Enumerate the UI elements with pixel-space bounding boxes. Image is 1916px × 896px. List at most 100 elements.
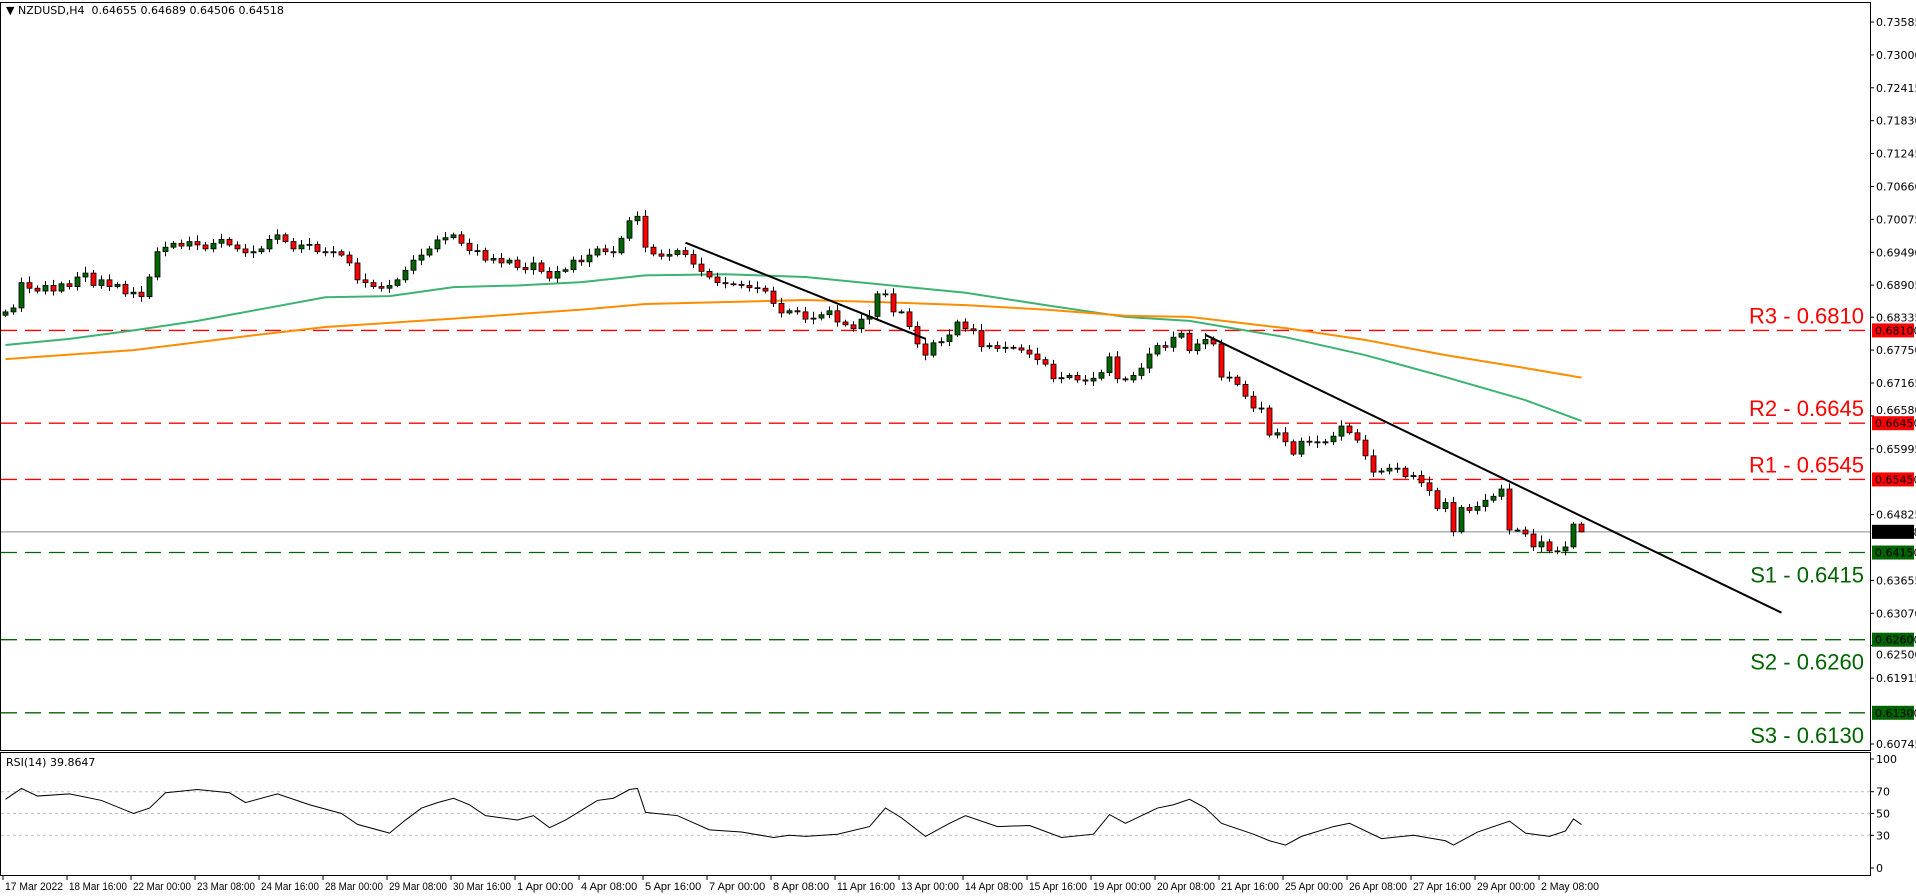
y-tick-label: 0.65995	[1876, 443, 1916, 456]
bear-candle	[546, 270, 553, 279]
bull-candle	[1570, 523, 1577, 548]
bear-candle	[226, 238, 233, 246]
bull-candle	[18, 282, 25, 309]
ohlc-readout: 0.64655 0.64689 0.64506 0.64518	[91, 4, 284, 17]
bull-candle	[1178, 332, 1185, 338]
bear-candle	[458, 234, 465, 244]
bear-candle	[642, 215, 649, 248]
bull-candle	[882, 293, 889, 296]
x-tick-label: 24 Mar 16:00	[261, 881, 319, 893]
bear-candle	[354, 262, 361, 281]
bull-candle	[114, 283, 121, 287]
chart-header: ▼ NZDUSD,H4 0.64655 0.64689 0.64506 0.64…	[6, 4, 284, 17]
rsi-y-tick-label: 50	[1876, 808, 1890, 821]
x-tick-label: 1 Apr 00:00	[517, 881, 573, 893]
bear-candle	[746, 285, 753, 289]
trendline[interactable]	[1205, 334, 1782, 614]
bear-candle	[1346, 425, 1353, 434]
bull-candle	[386, 285, 393, 289]
bull-candle	[858, 318, 865, 330]
bull-candle	[154, 251, 161, 278]
y-tick-label: 0.64825	[1876, 509, 1916, 522]
level-label: R3 - 0.6810	[1749, 303, 1864, 328]
level-price-tag	[1872, 545, 1914, 560]
bull-candle	[1514, 529, 1521, 532]
bear-candle	[1578, 523, 1585, 533]
bear-candle	[1186, 332, 1193, 352]
y-tick-label: 0.72415	[1876, 82, 1916, 95]
bull-candle	[170, 242, 177, 248]
bull-candle	[210, 242, 217, 250]
bear-candle	[378, 286, 385, 289]
bear-candle	[962, 321, 969, 330]
bull-candle	[1202, 339, 1209, 345]
bull-candle	[986, 345, 993, 348]
bull-candle	[586, 254, 593, 263]
bull-candle	[442, 237, 449, 241]
bear-candle	[658, 253, 665, 257]
bear-candle	[346, 254, 353, 264]
bear-candle	[690, 254, 697, 265]
bear-candle	[730, 283, 737, 286]
bear-candle	[1122, 378, 1129, 381]
bull-candle	[10, 307, 17, 313]
bear-candle	[234, 244, 241, 250]
trendline[interactable]	[685, 241, 926, 340]
level-price-tag-text: 0.61300	[1875, 707, 1916, 720]
x-tick-label: 18 Mar 16:00	[69, 881, 127, 893]
bull-candle	[618, 237, 625, 254]
bull-candle	[250, 251, 257, 254]
bear-candle	[362, 279, 369, 284]
bull-candle	[530, 262, 537, 271]
bear-candle	[1018, 347, 1025, 351]
bear-candle	[1530, 533, 1537, 548]
bull-candle	[1002, 346, 1009, 349]
x-tick-label: 29 Mar 08:00	[389, 881, 447, 893]
bull-candle	[1330, 435, 1337, 443]
bear-candle	[1418, 475, 1425, 484]
x-tick-label: 5 Apr 16:00	[645, 881, 701, 893]
bear-candle	[90, 272, 97, 286]
bear-candle	[1050, 363, 1057, 380]
x-tick-label: 29 Apr 00:00	[1477, 881, 1535, 893]
bull-candle	[1386, 467, 1393, 472]
bear-candle	[178, 242, 185, 247]
bull-candle	[1322, 441, 1329, 444]
bull-candle	[674, 250, 681, 255]
bear-candle	[1466, 507, 1473, 511]
bear-candle	[50, 285, 57, 292]
main-plot-frame	[0, 2, 1871, 751]
bear-candle	[1074, 375, 1081, 381]
y-tick-label: 0.70075	[1876, 213, 1916, 226]
y-tick-label: 0.71245	[1876, 148, 1916, 161]
bear-candle	[1314, 441, 1321, 444]
bear-candle	[834, 310, 841, 323]
bull-candle	[490, 258, 497, 261]
bear-candle	[66, 283, 73, 287]
y-tick-label: 0.63655	[1876, 574, 1916, 587]
bear-candle	[1250, 395, 1257, 409]
bull-candle	[786, 310, 793, 314]
bear-candle	[242, 248, 249, 254]
x-tick-label: 19 Apr 00:00	[1093, 881, 1151, 893]
bull-candle	[874, 293, 881, 317]
level-price-tag	[1872, 632, 1914, 647]
bull-candle	[1554, 550, 1561, 553]
bull-candle	[826, 310, 833, 316]
level-price-tag-text: 0.64150	[1875, 547, 1916, 560]
moving-average-slow	[5, 299, 1582, 379]
bear-candle	[890, 293, 897, 313]
bear-candle	[682, 250, 689, 255]
bear-candle	[1282, 432, 1289, 443]
bull-candle	[810, 317, 817, 320]
rsi-header: RSI(14) 39.8647	[6, 756, 96, 769]
bear-candle	[1450, 502, 1457, 533]
bear-candle	[194, 241, 201, 246]
bull-candle	[818, 314, 825, 319]
triangle-down-icon[interactable]: ▼	[6, 4, 18, 17]
bear-candle	[770, 290, 777, 304]
bear-candle	[1402, 467, 1409, 478]
